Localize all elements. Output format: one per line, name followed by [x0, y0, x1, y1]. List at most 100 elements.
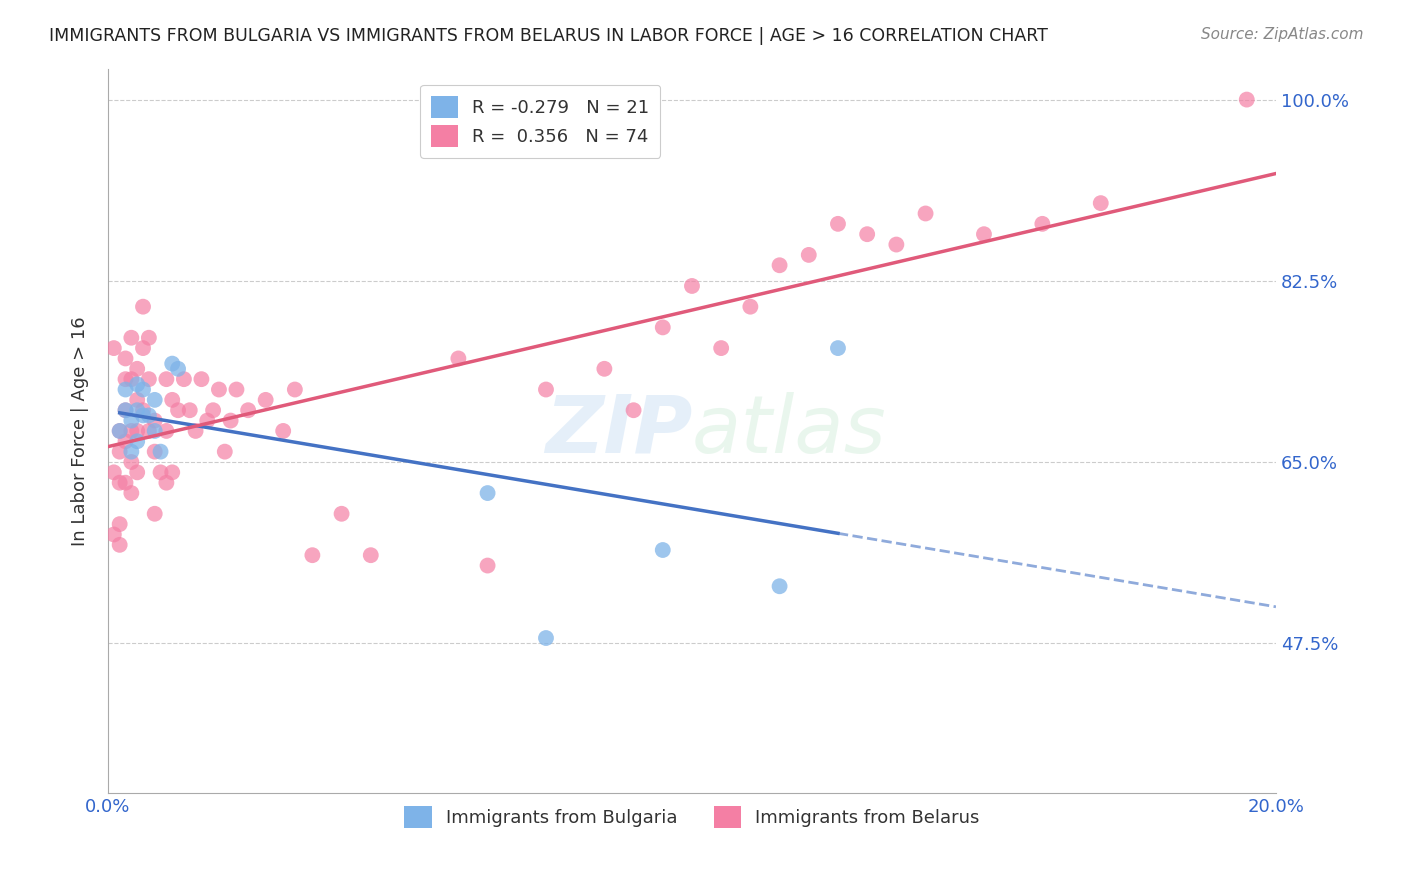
Point [219, 414, 242, 428]
Point [132, 341, 155, 355]
Point [120, 331, 142, 345]
Point [160, 357, 183, 371]
Point [155, 475, 177, 490]
Point [167, 361, 190, 376]
Text: atlas: atlas [692, 392, 887, 470]
Point [1236, 93, 1258, 107]
Point [155, 424, 177, 438]
Point [149, 466, 172, 480]
Point [330, 507, 353, 521]
Point [740, 300, 762, 314]
Point [827, 217, 849, 231]
Point [593, 361, 616, 376]
Text: ZIP: ZIP [544, 392, 692, 470]
Point [138, 409, 160, 423]
Point [127, 377, 149, 392]
Point [127, 392, 149, 407]
Point [856, 227, 879, 242]
Point [710, 341, 733, 355]
Point [138, 424, 160, 438]
Point [132, 403, 155, 417]
Point [1090, 196, 1112, 211]
Point [108, 475, 131, 490]
Point [195, 414, 218, 428]
Point [114, 403, 136, 417]
Point [127, 434, 149, 449]
Point [155, 372, 177, 386]
Point [360, 548, 382, 562]
Point [534, 631, 557, 645]
Point [914, 206, 936, 220]
Point [120, 372, 142, 386]
Point [127, 403, 149, 417]
Point [114, 372, 136, 386]
Point [651, 543, 673, 558]
Point [132, 383, 155, 397]
Point [103, 466, 125, 480]
Point [477, 486, 499, 500]
Point [120, 455, 142, 469]
Point [160, 392, 183, 407]
Point [132, 300, 155, 314]
Point [108, 538, 131, 552]
Point [827, 341, 849, 355]
Point [108, 424, 131, 438]
Point [534, 383, 557, 397]
Point [167, 403, 190, 417]
Text: IMMIGRANTS FROM BULGARIA VS IMMIGRANTS FROM BELARUS IN LABOR FORCE | AGE > 16 CO: IMMIGRANTS FROM BULGARIA VS IMMIGRANTS F… [49, 27, 1047, 45]
Point [143, 414, 166, 428]
Point [768, 579, 790, 593]
Point [114, 351, 136, 366]
Point [160, 466, 183, 480]
Text: Source: ZipAtlas.com: Source: ZipAtlas.com [1201, 27, 1364, 42]
Point [103, 527, 125, 541]
Point [143, 444, 166, 458]
Point [143, 507, 166, 521]
Point [143, 424, 166, 438]
Point [301, 548, 323, 562]
Point [108, 444, 131, 458]
Point [127, 361, 149, 376]
Point [208, 383, 231, 397]
Point [143, 392, 166, 407]
Point [254, 392, 277, 407]
Point [768, 258, 790, 272]
Point [108, 424, 131, 438]
Point [127, 466, 149, 480]
Y-axis label: In Labor Force | Age > 16: In Labor Force | Age > 16 [72, 316, 89, 546]
Point [114, 475, 136, 490]
Point [120, 424, 142, 438]
Point [120, 414, 142, 428]
Point [114, 383, 136, 397]
Point [127, 424, 149, 438]
Point [236, 403, 259, 417]
Point [114, 434, 136, 449]
Point [651, 320, 673, 334]
Point [149, 444, 172, 458]
Point [173, 372, 195, 386]
Point [271, 424, 294, 438]
Point [138, 331, 160, 345]
Point [132, 409, 155, 423]
Point [797, 248, 820, 262]
Point [120, 444, 142, 458]
Point [114, 403, 136, 417]
Point [1031, 217, 1053, 231]
Point [138, 372, 160, 386]
Point [108, 517, 131, 532]
Point [681, 279, 703, 293]
Point [477, 558, 499, 573]
Point [623, 403, 645, 417]
Point [284, 383, 307, 397]
Point [179, 403, 201, 417]
Point [120, 486, 142, 500]
Legend: Immigrants from Bulgaria, Immigrants from Belarus: Immigrants from Bulgaria, Immigrants fro… [398, 798, 987, 835]
Point [202, 403, 225, 417]
Point [973, 227, 995, 242]
Point [214, 444, 236, 458]
Point [886, 237, 908, 252]
Point [225, 383, 247, 397]
Point [447, 351, 470, 366]
Point [190, 372, 212, 386]
Point [103, 341, 125, 355]
